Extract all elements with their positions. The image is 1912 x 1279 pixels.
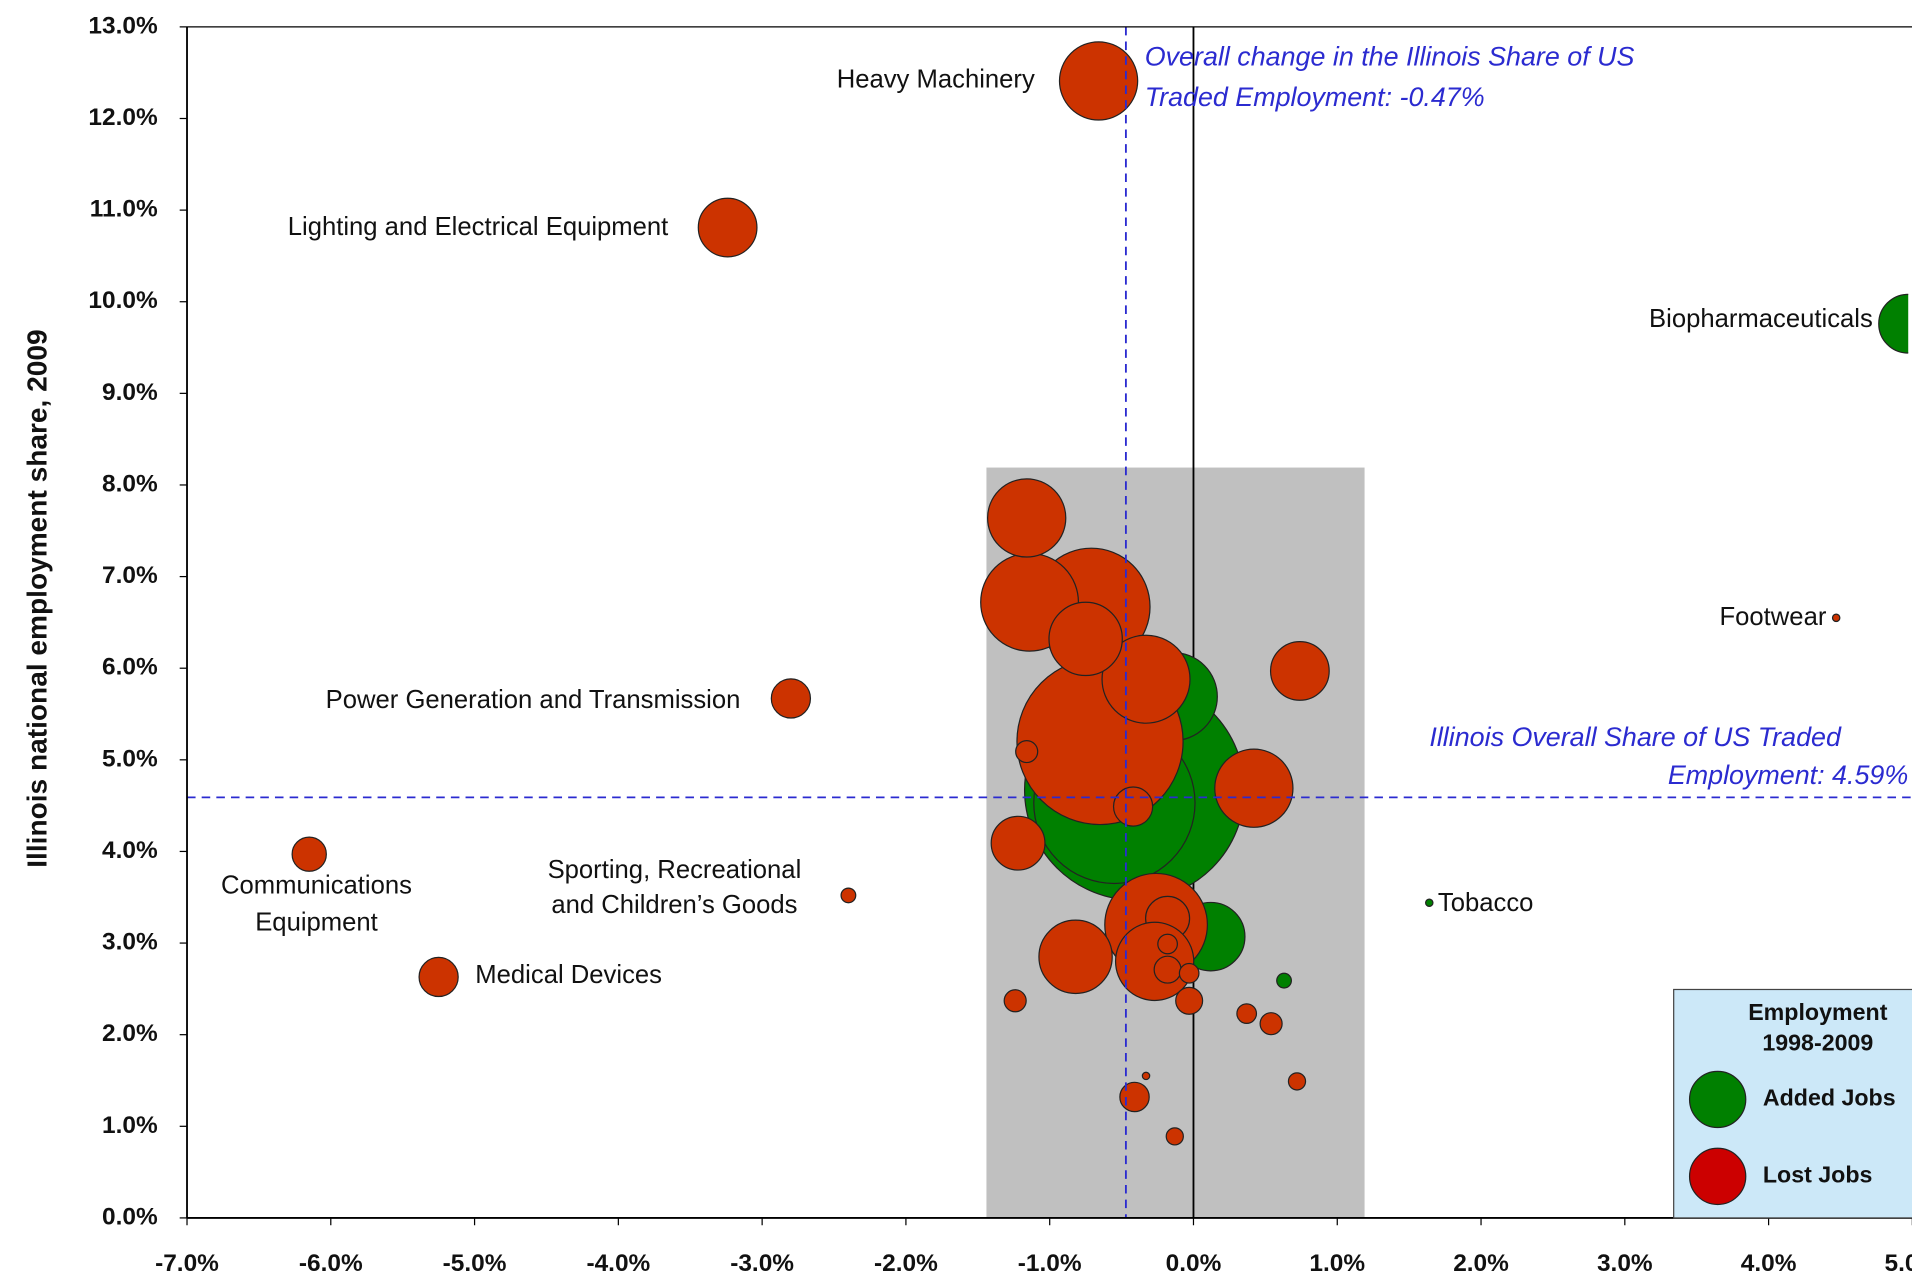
bubble <box>990 815 1046 871</box>
x-tick-label: -6.0% <box>299 1250 363 1277</box>
bubble <box>1165 1127 1184 1146</box>
y-tick-label: 4.0% <box>102 837 158 864</box>
annotation: Medical Devices <box>475 961 662 989</box>
x-tick-label: -4.0% <box>586 1250 650 1277</box>
y-tick-label: 8.0% <box>102 470 158 497</box>
x-tick-label: -2.0% <box>874 1250 938 1277</box>
annotation: and Children’s Goods <box>551 891 797 919</box>
bubble <box>1038 919 1113 995</box>
legend-title: 1998-2009 <box>1762 1030 1873 1056</box>
bubble <box>1259 1012 1283 1036</box>
bubble <box>291 836 327 872</box>
legend-title: Employment <box>1748 999 1888 1025</box>
y-tick-label: 12.0% <box>88 104 158 131</box>
bubble <box>1101 634 1191 724</box>
bubble <box>1048 601 1123 677</box>
annotation: Power Generation and Transmission <box>326 686 741 714</box>
y-tick-label: 10.0% <box>88 287 158 314</box>
bubble <box>986 478 1067 558</box>
y-tick-label: 3.0% <box>102 929 158 956</box>
annotation: Equipment <box>255 908 378 936</box>
annotation: Traded Employment: -0.47% <box>1145 82 1485 112</box>
bubble <box>1157 933 1178 955</box>
x-tick-label: 2.0% <box>1453 1250 1509 1277</box>
bubble <box>1058 41 1139 121</box>
bubble <box>770 678 812 719</box>
bubble <box>1269 641 1330 701</box>
bubble <box>418 956 459 998</box>
bubble <box>1015 739 1039 764</box>
bubble <box>1003 989 1027 1013</box>
bubble <box>1425 898 1434 908</box>
annotation: Biopharmaceuticals <box>1649 305 1873 333</box>
bubble <box>1831 613 1841 623</box>
x-tick-label: -3.0% <box>730 1250 794 1277</box>
y-tick-label: 11.0% <box>90 196 158 223</box>
bubble <box>1236 1003 1258 1024</box>
annotation: Overall change in the Illinois Share of … <box>1145 42 1635 72</box>
annotation: Sporting, Recreational <box>548 856 802 884</box>
annotation: Lighting and Electrical Equipment <box>288 213 669 241</box>
bubble <box>1287 1072 1307 1091</box>
y-tick-label: 1.0% <box>102 1112 158 1139</box>
x-tick-label: -1.0% <box>1018 1250 1082 1277</box>
y-tick-label: 9.0% <box>102 379 158 406</box>
y-tick-label: 6.0% <box>102 654 158 681</box>
legend-label: Lost Jobs <box>1763 1162 1873 1188</box>
bubble <box>1178 962 1200 984</box>
annotation: Employment: 4.59% <box>1668 760 1908 790</box>
bubble <box>840 887 857 904</box>
bubble <box>1141 1071 1151 1081</box>
x-tick-label: -5.0% <box>443 1250 507 1277</box>
y-tick-label: 5.0% <box>102 745 158 772</box>
annotation: Tobacco <box>1438 889 1534 917</box>
x-tick-label: 3.0% <box>1597 1250 1653 1277</box>
y-axis-label: Illinois national employment share, 2009 <box>22 329 53 867</box>
x-tick-label: 1.0% <box>1309 1250 1365 1277</box>
x-tick-label: 0.0% <box>1166 1250 1222 1277</box>
annotation: Heavy Machinery <box>837 65 1035 93</box>
bubble <box>697 197 758 258</box>
plot-area <box>291 26 1909 1218</box>
x-tick-label: 5.0% <box>1885 1250 1912 1277</box>
y-tick-label: 7.0% <box>102 562 158 589</box>
annotation: Communications <box>221 872 412 900</box>
overlay: 0.0% 1.0% 2.0% 3.0% 4.0% 5.0% 6.0% 7.0% 8.0% 9.0%… <box>88 12 1912 1277</box>
annotation: Footwear <box>1719 603 1826 631</box>
x-tick-label: 4.0% <box>1741 1250 1797 1277</box>
legend-swatch <box>1688 1070 1747 1129</box>
y-tick-label: 0.0% <box>102 1203 158 1230</box>
legend-swatch <box>1688 1147 1747 1206</box>
bubble <box>1276 972 1292 989</box>
annotation: Illinois Overall Share of US Traded <box>1429 722 1842 752</box>
bubble <box>1112 786 1154 827</box>
y-tick-label: 13.0% <box>88 12 158 39</box>
bubble <box>1878 293 1909 354</box>
x-tick-label: -7.0% <box>155 1250 219 1277</box>
bubble <box>1153 955 1182 984</box>
bubble <box>1175 986 1204 1015</box>
bubble <box>1214 748 1294 828</box>
bubble <box>1119 1081 1150 1113</box>
y-tick-label: 2.0% <box>102 1020 158 1047</box>
legend-label: Added Jobs <box>1763 1085 1896 1111</box>
